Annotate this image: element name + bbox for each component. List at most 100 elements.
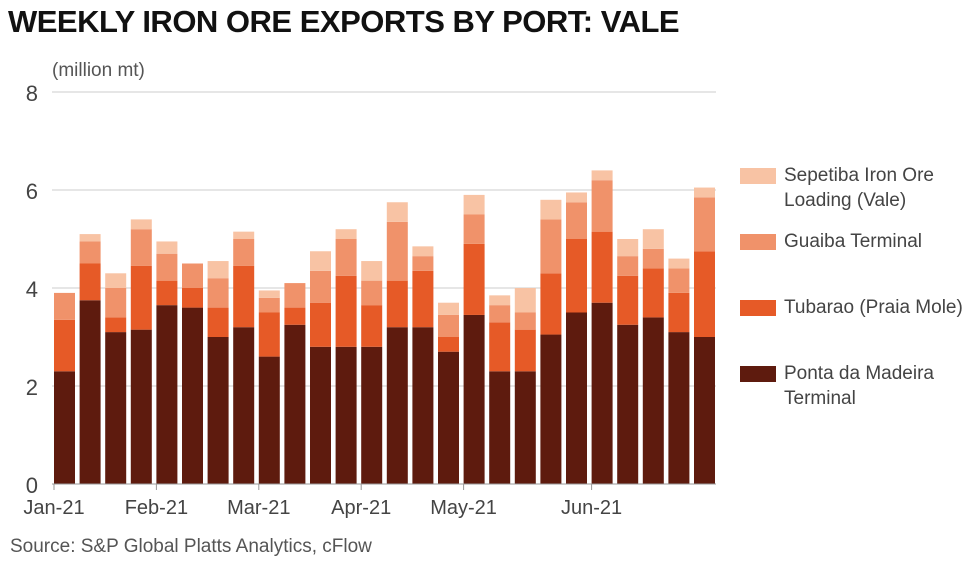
bar-segment-ponta-da-madeira-terminal bbox=[566, 312, 587, 484]
x-tick-label: Mar-21 bbox=[227, 497, 290, 519]
y-tick-label: 8 bbox=[26, 81, 38, 106]
bar-segment-sepetiba-iron-ore-loading-vale bbox=[514, 288, 536, 313]
bar-segment-tubarao-praia-mole bbox=[258, 312, 280, 357]
legend-swatch-tubarao bbox=[740, 300, 776, 316]
bar-segment-ponta-da-madeira-terminal bbox=[182, 307, 203, 484]
legend-label-sepetiba: Sepetiba Iron Ore Loading (Vale) bbox=[784, 165, 934, 211]
bar-segment-guaiba-terminal bbox=[105, 288, 127, 318]
bar-segment-tubarao-praia-mole bbox=[207, 307, 229, 337]
bar-segment-sepetiba-iron-ore-loading-vale bbox=[591, 170, 613, 181]
bar-segment-tubarao-praia-mole bbox=[335, 275, 357, 347]
bar-segment-tubarao-praia-mole bbox=[617, 275, 639, 325]
bar-segment-tubarao-praia-mole bbox=[694, 251, 715, 337]
bar-segment-tubarao-praia-mole bbox=[361, 305, 383, 347]
bar-segment-guaiba-terminal bbox=[335, 239, 357, 276]
bar-segment-ponta-da-madeira-terminal bbox=[361, 346, 383, 484]
bar-segment-sepetiba-iron-ore-loading-vale bbox=[207, 261, 229, 279]
bar-segment-tubarao-praia-mole bbox=[412, 270, 434, 328]
bar-segment-tubarao-praia-mole bbox=[463, 243, 485, 315]
bar-segment-ponta-da-madeira-terminal bbox=[617, 324, 639, 484]
y-tick-label: 4 bbox=[26, 277, 38, 302]
bar-segment-ponta-da-madeira-terminal bbox=[694, 337, 715, 484]
bar-stacks bbox=[54, 170, 715, 484]
bar-segment-ponta-da-madeira-terminal bbox=[591, 302, 613, 484]
bar-segment-sepetiba-iron-ore-loading-vale bbox=[310, 251, 331, 271]
bar-segment-guaiba-terminal bbox=[438, 314, 459, 337]
bar-segment-ponta-da-madeira-terminal bbox=[463, 314, 485, 484]
y-tick-label: 6 bbox=[26, 179, 38, 204]
bar-segment-sepetiba-iron-ore-loading-vale bbox=[668, 258, 690, 269]
bar-segment-guaiba-terminal bbox=[668, 268, 690, 293]
y-axis-unit-label: (million mt) bbox=[52, 60, 145, 81]
bar-segment-tubarao-praia-mole bbox=[540, 273, 562, 335]
y-tick-label: 2 bbox=[26, 375, 38, 400]
bar-segment-guaiba-terminal bbox=[642, 248, 664, 269]
bar-segment-guaiba-terminal bbox=[412, 256, 434, 271]
chart-title: WEEKLY IRON ORE EXPORTS BY PORT: VALE bbox=[8, 4, 680, 39]
bar-segment-guaiba-terminal bbox=[617, 256, 639, 276]
bar-segment-sepetiba-iron-ore-loading-vale bbox=[79, 234, 101, 242]
bar-segment-sepetiba-iron-ore-loading-vale bbox=[335, 229, 357, 239]
bar-segment-sepetiba-iron-ore-loading-vale bbox=[566, 192, 587, 203]
bar-segment-guaiba-terminal bbox=[514, 312, 536, 330]
bar-segment-ponta-da-madeira-terminal bbox=[207, 337, 229, 484]
bar-segment-guaiba-terminal bbox=[591, 180, 613, 232]
bar-segment-guaiba-terminal bbox=[566, 202, 587, 239]
source-note: Source: S&P Global Platts Analytics, cFl… bbox=[10, 536, 372, 557]
bar-segment-guaiba-terminal bbox=[54, 292, 75, 320]
bar-segment-tubarao-praia-mole bbox=[79, 263, 101, 301]
x-tick-label: Apr-21 bbox=[331, 497, 391, 519]
bar-segment-ponta-da-madeira-terminal bbox=[130, 329, 152, 484]
bar-segment-guaiba-terminal bbox=[310, 270, 331, 303]
bar-segment-tubarao-praia-mole bbox=[642, 268, 664, 318]
bar-segment-sepetiba-iron-ore-loading-vale bbox=[540, 199, 562, 220]
bar-segment-sepetiba-iron-ore-loading-vale bbox=[438, 302, 459, 315]
bar-segment-sepetiba-iron-ore-loading-vale bbox=[130, 219, 152, 230]
bar-segment-guaiba-terminal bbox=[233, 239, 255, 266]
bar-segment-sepetiba-iron-ore-loading-vale bbox=[233, 231, 255, 239]
legend-swatch-sepetiba bbox=[740, 168, 776, 184]
bar-segment-guaiba-terminal bbox=[540, 219, 562, 274]
bar-segment-ponta-da-madeira-terminal bbox=[540, 334, 562, 484]
bar-segment-guaiba-terminal bbox=[207, 278, 229, 308]
bar-segment-tubarao-praia-mole bbox=[514, 329, 536, 372]
legend-swatch-guaiba bbox=[740, 234, 776, 250]
bar-segment-tubarao-praia-mole bbox=[130, 265, 152, 330]
bar-segment-ponta-da-madeira-terminal bbox=[284, 324, 306, 484]
bar-segment-guaiba-terminal bbox=[386, 221, 408, 281]
bar-segment-ponta-da-madeira-terminal bbox=[156, 305, 178, 484]
bar-segment-tubarao-praia-mole bbox=[489, 322, 511, 372]
bar-segment-guaiba-terminal bbox=[489, 305, 511, 323]
x-tick-label: Jun-21 bbox=[561, 497, 622, 519]
bar-segment-guaiba-terminal bbox=[463, 214, 485, 244]
bar-segment-tubarao-praia-mole bbox=[386, 280, 408, 328]
bar-segment-ponta-da-madeira-terminal bbox=[233, 327, 255, 484]
legend-swatch-ponta-da-madeira bbox=[740, 366, 776, 382]
bar-segment-sepetiba-iron-ore-loading-vale bbox=[489, 295, 511, 306]
bar-segment-ponta-da-madeira-terminal bbox=[668, 332, 690, 484]
legend-item-guaiba: Guaiba Terminal bbox=[740, 229, 972, 295]
bar-segment-ponta-da-madeira-terminal bbox=[105, 332, 127, 484]
legend-label-ponta-da-madeira: Ponta da Madeira Terminal bbox=[784, 363, 934, 409]
bar-segment-tubarao-praia-mole bbox=[105, 317, 127, 333]
bar-segment-tubarao-praia-mole bbox=[233, 265, 255, 328]
bar-segment-sepetiba-iron-ore-loading-vale bbox=[617, 239, 639, 257]
legend-item-tubarao: Tubarao (Praia Mole) bbox=[740, 295, 972, 361]
bar-segment-ponta-da-madeira-terminal bbox=[438, 351, 459, 484]
bar-segment-sepetiba-iron-ore-loading-vale bbox=[642, 229, 664, 249]
legend-item-sepetiba: Sepetiba Iron Ore Loading (Vale) bbox=[740, 163, 972, 229]
bar-segment-sepetiba-iron-ore-loading-vale bbox=[361, 261, 383, 281]
bar-segment-guaiba-terminal bbox=[130, 229, 152, 266]
bar-segment-tubarao-praia-mole bbox=[182, 288, 203, 308]
bar-segment-tubarao-praia-mole bbox=[668, 292, 690, 333]
bar-segment-sepetiba-iron-ore-loading-vale bbox=[412, 246, 434, 257]
legend-label-guaiba: Guaiba Terminal bbox=[784, 231, 923, 252]
bar-segment-ponta-da-madeira-terminal bbox=[514, 371, 536, 484]
bar-segment-ponta-da-madeira-terminal bbox=[79, 300, 101, 484]
bar-segment-guaiba-terminal bbox=[182, 263, 203, 288]
bar-segment-tubarao-praia-mole bbox=[284, 307, 306, 325]
bar-segment-sepetiba-iron-ore-loading-vale bbox=[463, 194, 485, 215]
x-tick-label: Feb-21 bbox=[125, 497, 188, 519]
bar-segment-ponta-da-madeira-terminal bbox=[642, 317, 664, 484]
